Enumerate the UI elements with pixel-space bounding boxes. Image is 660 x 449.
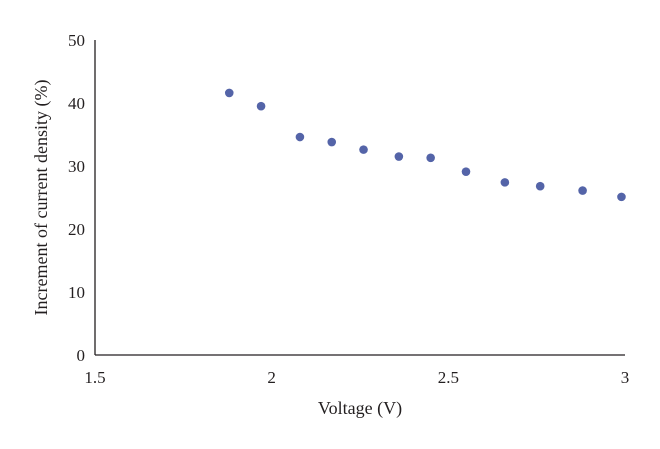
x-tick-label: 2: [267, 368, 276, 387]
y-axis-title: Increment of current density (%): [31, 80, 52, 316]
x-tick-label: 1.5: [84, 368, 105, 387]
data-point: [500, 178, 510, 187]
data-point: [359, 145, 368, 154]
data-point: [256, 101, 266, 111]
y-tick-label: 40: [68, 94, 85, 113]
x-axis-title: Voltage (V): [318, 398, 402, 419]
data-point: [295, 132, 305, 142]
y-tick-labels: 0 10 20 30 40 50: [68, 31, 85, 365]
y-tick-label: 30: [68, 157, 85, 176]
data-point: [327, 137, 337, 147]
data-point: [426, 153, 435, 163]
axes: [94, 40, 625, 356]
y-tick-label: 10: [68, 283, 85, 302]
data-point: [394, 152, 404, 161]
x-tick-label: 2.5: [438, 368, 459, 387]
y-tick-label: 50: [68, 31, 85, 50]
data-point: [535, 181, 545, 191]
data-points: [224, 88, 626, 202]
x-tick-label: 3: [621, 368, 630, 387]
x-tick-labels: 1.5 2 2.5 3: [84, 368, 629, 387]
y-tick-label: 20: [68, 220, 85, 239]
data-point: [578, 186, 587, 195]
y-tick-label: 0: [77, 346, 86, 365]
data-point: [461, 167, 471, 176]
data-point: [617, 192, 626, 202]
data-point: [224, 88, 234, 98]
